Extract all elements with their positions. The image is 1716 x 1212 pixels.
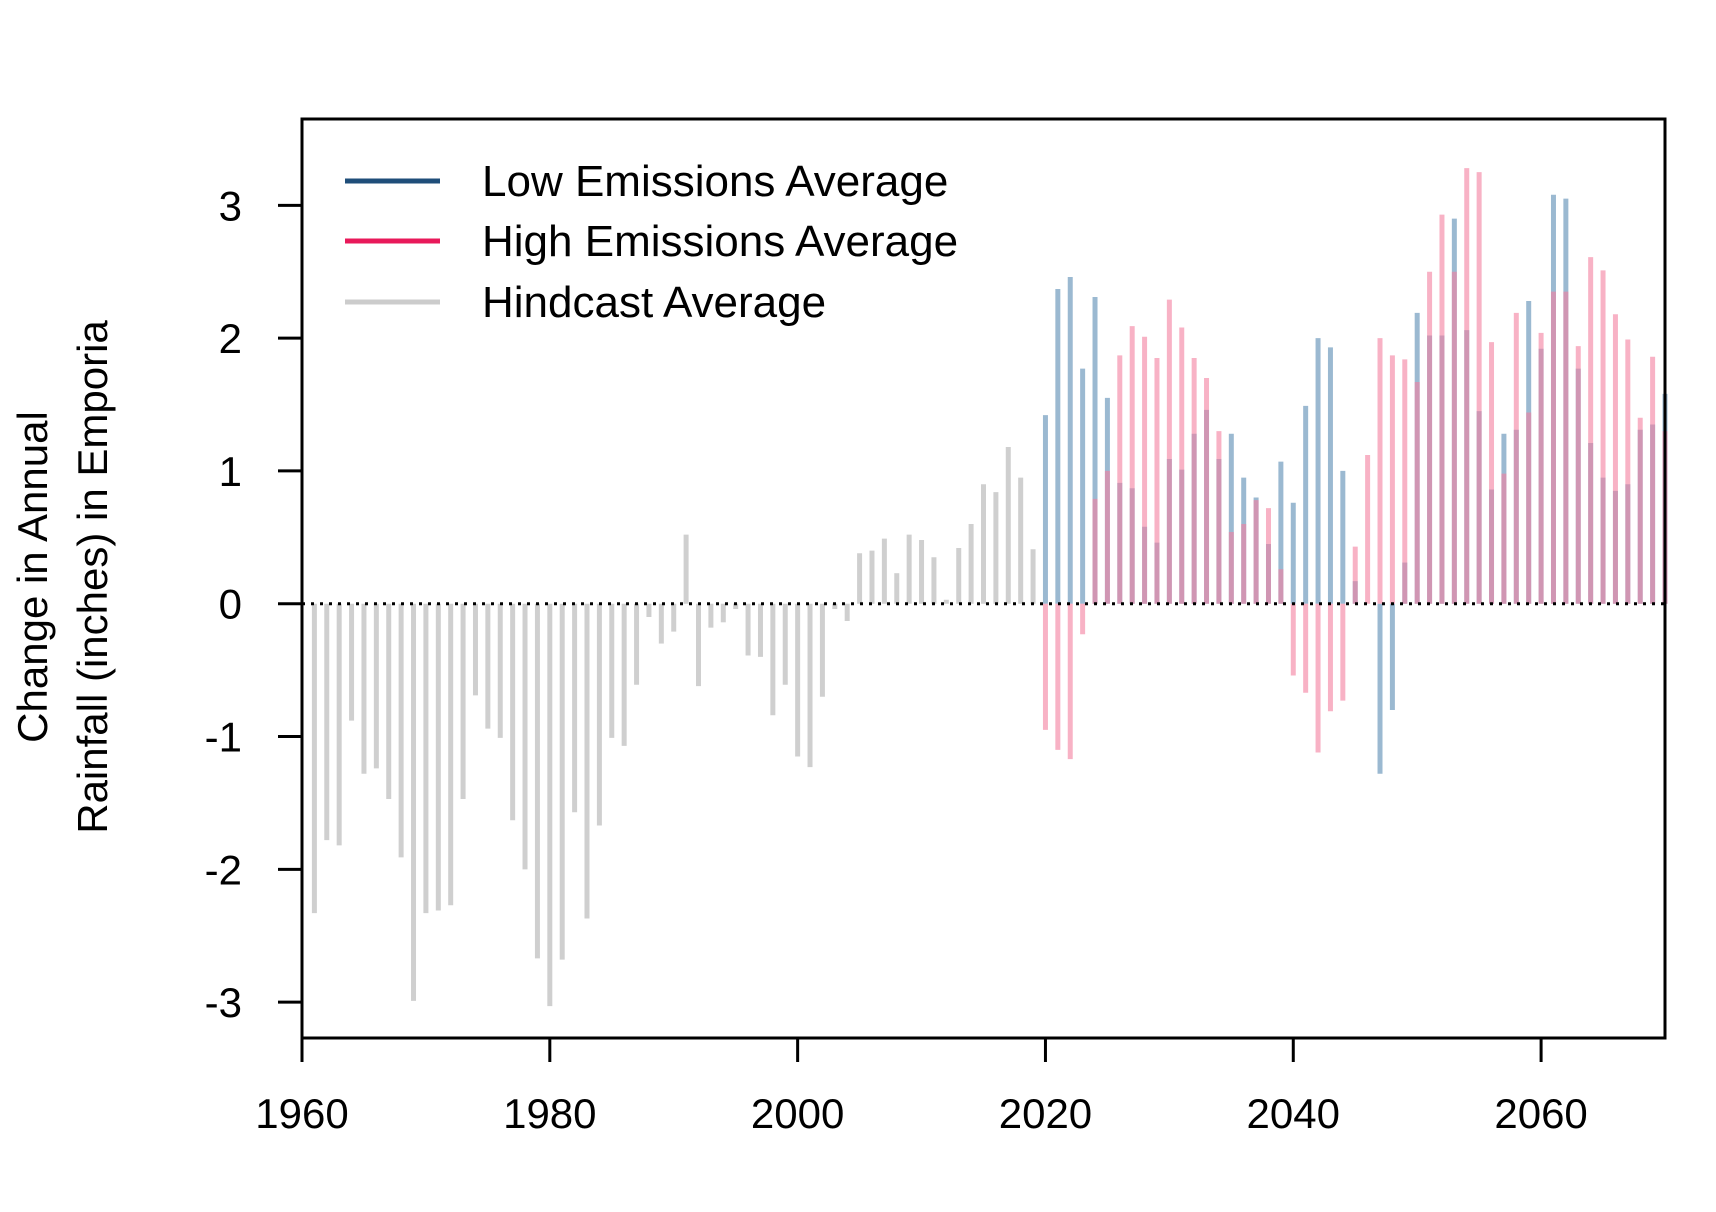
legend-label-hindcast: Hindcast Average — [482, 278, 826, 327]
legend-entry-low: Low Emissions Average — [345, 157, 948, 206]
x-tick-label: 2000 — [751, 1090, 844, 1137]
y-tick-label: -3 — [205, 979, 242, 1026]
legend-entry-hindcast: Hindcast Average — [345, 278, 826, 327]
y-axis-title-line1: Change in Annual — [9, 411, 56, 743]
plot-frame — [300, 117, 1667, 1040]
bars-group — [311, 168, 1668, 1007]
x-tick-label: 2060 — [1494, 1090, 1587, 1137]
x-tick-label: 1960 — [255, 1090, 348, 1137]
y-tick-label: -1 — [205, 714, 242, 761]
series-hindcast-average — [311, 447, 1036, 1007]
x-tick-label: 2040 — [1247, 1090, 1340, 1137]
series-high-emissions-average — [1042, 168, 1668, 760]
x-tick-label: 1980 — [503, 1090, 596, 1137]
series-low-emissions-average — [1042, 194, 1668, 774]
y-tick-label: 0 — [219, 581, 242, 628]
y-axis-title-line2: Rainfall (inches) in Emporia — [69, 320, 116, 834]
legend-label-high: High Emissions Average — [482, 217, 958, 266]
legend-entry-high: High Emissions Average — [345, 217, 958, 266]
x-tick-label: 2020 — [999, 1090, 1092, 1137]
y-tick-label: 1 — [219, 448, 242, 495]
axes-group: 1960 1980 2000 2020 2040 2060 -3 -2 -1 0 1 2 3 — [205, 182, 1588, 1137]
y-tick-label: 2 — [219, 315, 242, 362]
legend-label-low: Low Emissions Average — [482, 157, 948, 206]
y-tick-label: 3 — [219, 182, 242, 229]
legend: Low Emissions Average High Emissions Ave… — [345, 157, 958, 327]
y-tick-label: -2 — [205, 846, 242, 893]
